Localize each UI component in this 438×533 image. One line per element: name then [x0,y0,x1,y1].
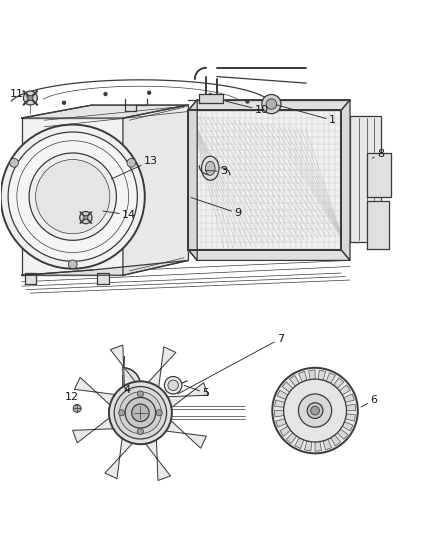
Polygon shape [123,368,141,403]
Polygon shape [333,378,344,389]
Circle shape [132,404,149,422]
Polygon shape [25,273,35,284]
Polygon shape [367,153,392,197]
Polygon shape [275,410,284,417]
Polygon shape [295,438,304,448]
Ellipse shape [205,161,215,175]
Polygon shape [309,370,315,379]
Polygon shape [346,414,355,421]
Circle shape [147,91,151,95]
Polygon shape [342,422,353,431]
Circle shape [103,92,108,96]
Circle shape [73,405,81,413]
Text: 11: 11 [10,89,28,99]
Polygon shape [337,429,348,439]
Polygon shape [367,201,389,249]
Polygon shape [166,383,208,408]
Circle shape [125,398,155,428]
Circle shape [8,132,138,261]
Text: 10: 10 [226,101,269,115]
Polygon shape [326,373,336,383]
Text: 13: 13 [112,156,158,179]
Polygon shape [21,105,188,118]
Polygon shape [350,116,381,243]
Polygon shape [299,372,307,382]
Polygon shape [331,435,341,446]
Circle shape [120,392,161,434]
Circle shape [109,381,172,444]
Polygon shape [188,100,197,261]
Circle shape [84,215,88,220]
Polygon shape [315,442,321,451]
Circle shape [10,158,18,167]
Text: 12: 12 [65,392,79,406]
Polygon shape [21,261,188,275]
Circle shape [168,380,178,391]
Polygon shape [323,439,332,450]
Circle shape [23,91,37,105]
Polygon shape [280,426,291,436]
Polygon shape [74,377,116,406]
Circle shape [311,406,319,415]
Polygon shape [110,345,136,387]
Circle shape [266,99,277,109]
Text: 3: 3 [205,166,227,176]
Text: 5: 5 [184,385,209,398]
Text: 1: 1 [276,105,336,125]
Polygon shape [282,382,293,392]
Polygon shape [318,370,325,380]
Polygon shape [341,100,350,261]
Text: 7: 7 [178,334,284,394]
Text: 4: 4 [124,385,131,394]
Polygon shape [188,100,350,110]
Circle shape [138,429,144,434]
Polygon shape [105,438,133,479]
Polygon shape [21,118,123,275]
Circle shape [298,394,332,427]
Polygon shape [73,417,114,443]
Circle shape [284,379,346,442]
Circle shape [1,125,145,269]
Polygon shape [286,433,297,443]
Polygon shape [304,441,312,451]
Circle shape [35,159,110,234]
Text: 9: 9 [191,198,241,218]
Polygon shape [188,250,350,261]
Circle shape [164,376,182,394]
Circle shape [114,386,166,439]
Polygon shape [276,419,286,427]
Polygon shape [290,375,299,386]
Polygon shape [346,404,356,410]
Circle shape [80,212,92,224]
Circle shape [62,101,66,105]
Polygon shape [145,439,170,480]
Circle shape [119,410,125,416]
Circle shape [68,260,77,269]
Polygon shape [188,110,341,250]
Polygon shape [165,420,206,448]
Polygon shape [277,390,288,399]
Polygon shape [275,400,285,407]
Circle shape [245,99,250,103]
Circle shape [156,410,162,416]
Circle shape [307,403,323,418]
Text: 6: 6 [361,394,378,407]
Circle shape [28,95,33,101]
Circle shape [208,93,212,97]
Polygon shape [339,385,350,395]
Polygon shape [148,347,176,388]
Circle shape [262,94,281,114]
Text: 8: 8 [372,149,384,159]
Polygon shape [123,105,188,275]
Text: 14: 14 [103,210,136,220]
Polygon shape [199,94,223,103]
Ellipse shape [201,156,219,180]
Polygon shape [97,273,109,284]
Circle shape [127,158,136,167]
Polygon shape [344,394,354,402]
Circle shape [272,368,358,454]
Circle shape [29,153,117,240]
Circle shape [138,391,144,397]
